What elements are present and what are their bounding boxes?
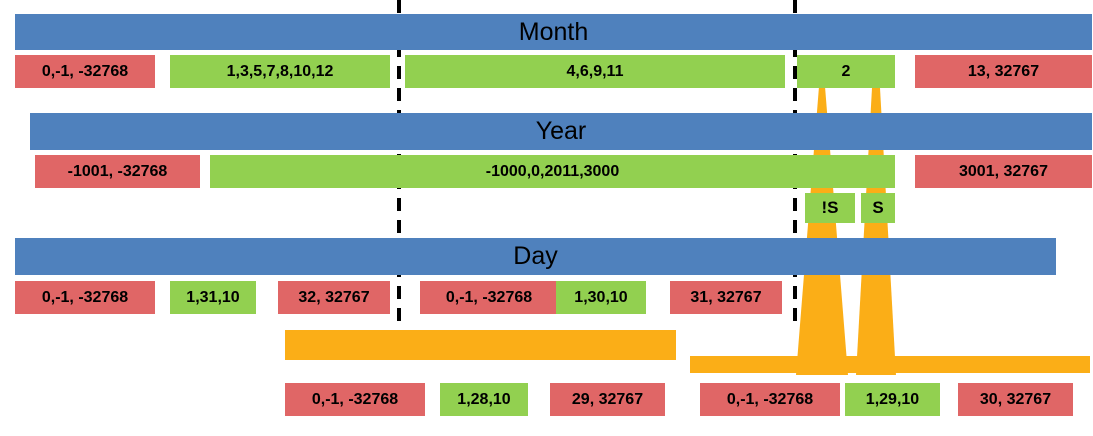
day-partition-invalid-low-31m: 0,-1, -32768 [15,281,155,314]
month-partition-30-day-months: 4,6,9,11 [405,55,785,88]
year-range-bar: Year [30,113,1092,150]
feb-nonleap-partition-invalid-low: 0,-1, -32768 [285,383,425,416]
day-partition-invalid-high-31m: 32, 32767 [278,281,390,314]
feb-leap-partition-invalid-high: 30, 32767 [958,383,1073,416]
non-leap-flag: !S [805,193,855,223]
feb-leap-partition-valid: 1,29,10 [845,383,940,416]
feb-nonleap-partition-valid: 1,28,10 [440,383,528,416]
day-partition-valid-31m: 1,31,10 [170,281,256,314]
year-bar-label: Year [535,117,587,145]
year-partition-valid: -1000,0,2011,3000 [210,155,895,188]
leap-flag: S [861,193,895,223]
day-partition-valid-30m: 1,30,10 [556,281,646,314]
month-partition-invalid-low: 0,-1, -32768 [15,55,155,88]
month-bar-label: Month [518,17,589,46]
non-leap-connector-bar [285,330,676,360]
day-bar-label: Day [513,242,558,270]
month-range-bar: Month [15,14,1092,50]
day-partition-invalid-high-30m: 31, 32767 [670,281,782,314]
month-partition-31-day-months: 1,3,5,7,8,10,12 [170,55,390,88]
leap-connector-bar [690,356,1090,373]
year-partition-invalid-low: -1001, -32768 [35,155,200,188]
day-range-bar: Day [15,238,1056,275]
day-partition-invalid-low-30m: 0,-1, -32768 [420,281,558,314]
month-partition-invalid-high: 13, 32767 [915,55,1092,88]
feb-nonleap-partition-invalid-high: 29, 32767 [550,383,665,416]
year-partition-invalid-high: 3001, 32767 [915,155,1092,188]
feb-leap-partition-invalid-low: 0,-1, -32768 [700,383,840,416]
month-partition-february: 2 [797,55,895,88]
